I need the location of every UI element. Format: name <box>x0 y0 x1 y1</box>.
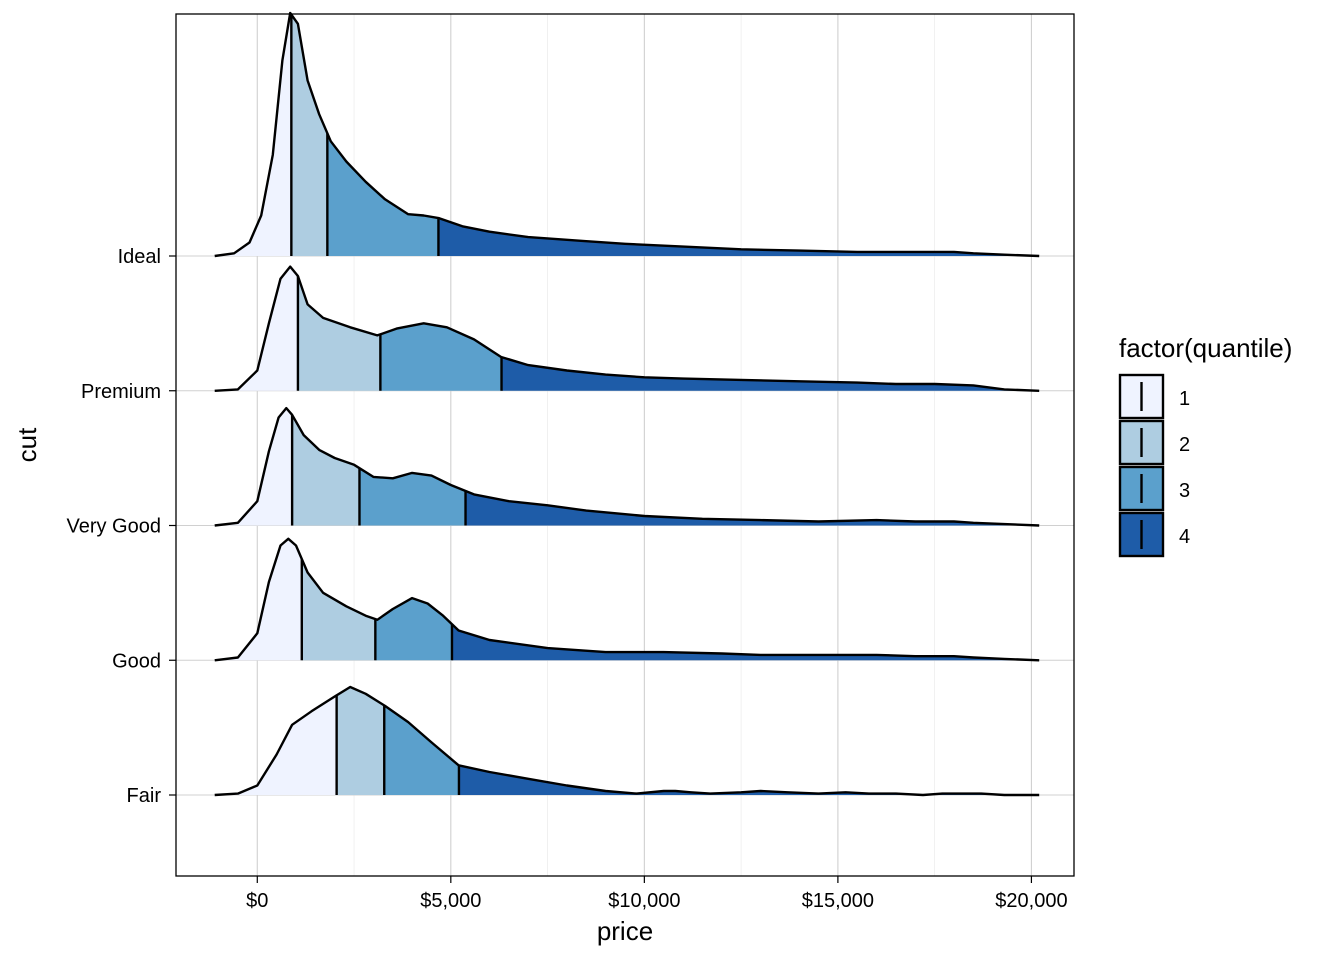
quantile-2-area <box>336 687 385 795</box>
quantile-1-area <box>214 538 302 661</box>
quantile-2-area <box>301 559 376 661</box>
x-tick-label: $20,000 <box>995 890 1067 912</box>
y-tick-label: Ideal <box>118 246 161 268</box>
quantile-4-area <box>458 765 1040 795</box>
quantile-4-area <box>465 491 1040 526</box>
quantile-1-area <box>214 266 298 391</box>
x-axis: $0 $5,000 $10,000 $15,000 $20,000 <box>246 876 1068 912</box>
quantile-4-area <box>501 357 1040 391</box>
legend-title: factor(quantile) <box>1119 333 1292 363</box>
quantile-3-area <box>384 705 459 795</box>
quantile-1-area <box>214 695 337 795</box>
quantile-2-area <box>292 414 360 526</box>
x-axis-title: price <box>597 916 653 946</box>
ridge-good <box>214 537 1040 662</box>
density-outline <box>214 685 1040 797</box>
ridge-very-good <box>214 406 1040 527</box>
quantile-4-area <box>452 624 1040 661</box>
density-outline <box>214 406 1040 527</box>
legend-label: 2 <box>1179 434 1190 456</box>
x-tick-label: $5,000 <box>420 890 481 912</box>
quantile-4-area <box>438 218 1040 256</box>
ridge-premium <box>214 265 1040 392</box>
x-tick-label: $0 <box>246 890 268 912</box>
density-outline <box>214 11 1040 258</box>
quantile-3-area <box>359 468 466 526</box>
quantile-1-area <box>214 13 292 256</box>
ridge-ideal <box>214 11 1040 258</box>
legend-label: 1 <box>1179 388 1190 410</box>
x-tick-label: $15,000 <box>802 890 874 912</box>
y-axis: Fair Good Very Good Premium Ideal <box>66 246 176 807</box>
quantile-2-area <box>297 276 381 391</box>
quantile-3-area <box>327 133 439 256</box>
panel-border <box>175 13 1075 877</box>
quantile-3-area <box>380 323 502 391</box>
legend: factor(quantile) 1 2 3 4 <box>1118 333 1292 558</box>
legend-label: 3 <box>1179 480 1190 502</box>
quantile-3-area <box>375 598 452 661</box>
y-tick-label: Good <box>112 650 161 672</box>
y-tick-label: Premium <box>81 381 161 403</box>
x-tick-label: $10,000 <box>608 890 680 912</box>
legend-label: 4 <box>1179 526 1190 548</box>
quantile-1-area <box>214 408 293 526</box>
ridge-fair <box>214 685 1040 797</box>
quantile-2-area <box>291 14 328 256</box>
density-outline <box>214 537 1040 662</box>
y-axis-title: cut <box>12 427 42 462</box>
ridges <box>214 11 1040 797</box>
y-tick-label: Very Good <box>66 516 161 538</box>
density-outline <box>214 265 1040 392</box>
y-tick-label: Fair <box>127 785 162 807</box>
